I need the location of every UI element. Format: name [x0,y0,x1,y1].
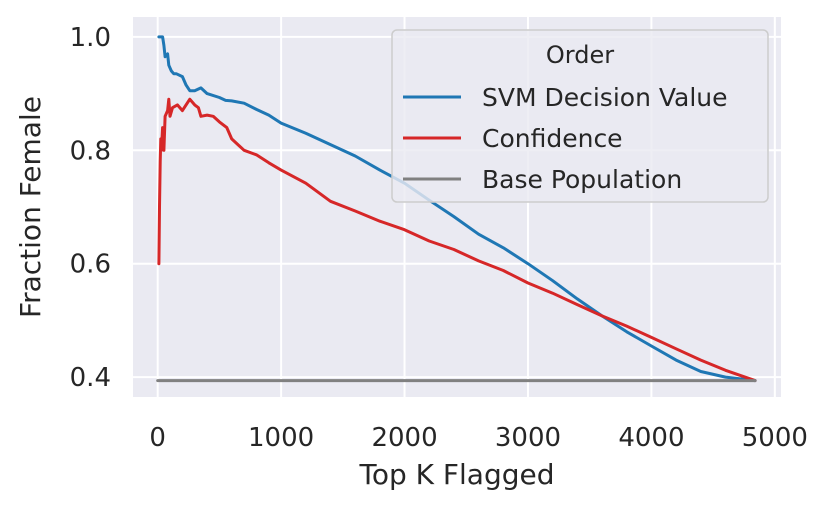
x-tick-label: 1000 [248,423,314,453]
x-tick-label: 5000 [742,423,808,453]
legend-entry: Base Population [482,165,682,194]
x-tick-label: 2000 [371,423,437,453]
y-tick-label: 0.4 [70,363,111,393]
x-tick-label: 0 [149,423,166,453]
series-lines [156,35,757,383]
legend-title: Order [546,41,614,69]
y-tick-label: 1.0 [70,23,111,53]
y-tick-label: 0.8 [70,136,111,166]
series-line-2 [157,97,757,383]
x-axis-ticks: 0 1000 2000 3000 4000 5000 [149,423,808,453]
x-tick-label: 3000 [495,423,561,453]
x-tick-label: 4000 [618,423,684,453]
y-tick-label: 0.6 [70,250,111,280]
legend-entry: SVM Decision Value [482,83,728,112]
legend-box [391,29,769,203]
legend-entry: Confidence [482,124,623,153]
series-line-1 [157,35,757,383]
legend: Order SVM Decision Value Confidence Base P… [391,29,769,203]
x-axis-label: Top K Flagged [358,458,554,491]
y-axis-ticks: 0.4 0.6 0.8 1.0 [70,23,111,393]
y-axis-label: Fraction Female [14,96,47,318]
